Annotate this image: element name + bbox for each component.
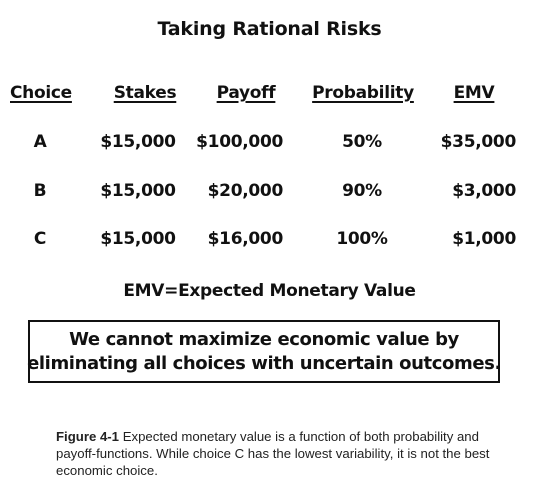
header-choice: Choice <box>10 83 72 103</box>
row-c-payoff: $16,000 <box>207 229 284 249</box>
header-stakes: Stakes <box>113 83 177 103</box>
row-a-payoff: $100,000 <box>196 132 283 152</box>
row-a-stakes: $15,000 <box>100 132 176 152</box>
row-c-choice: C <box>33 229 47 249</box>
row-b-choice: B <box>33 181 47 201</box>
callout-line-2: eliminating all choices with uncertain o… <box>27 352 501 374</box>
row-c-stakes: $15,000 <box>100 229 176 249</box>
page-title: Taking Rational Risks <box>157 18 382 40</box>
row-b-payoff: $20,000 <box>207 181 284 201</box>
row-a-emv: $35,000 <box>440 132 517 152</box>
figure-caption-text: Expected monetary value is a function of… <box>56 429 490 478</box>
row-c-emv: $1,000 <box>452 229 516 249</box>
callout-line-1: We cannot maximize economic value by <box>69 328 459 350</box>
header-probability: Probability <box>312 83 414 103</box>
row-c-probability: 100% <box>336 229 388 249</box>
callout-box: We cannot maximize economic value by eli… <box>27 320 501 383</box>
row-b-emv: $3,000 <box>452 181 516 201</box>
row-b-probability: 90% <box>342 181 382 201</box>
header-emv: EMV <box>453 83 495 103</box>
figure-caption: Figure 4-1 Expected monetary value is a … <box>56 428 496 479</box>
header-payoff: Payoff <box>216 83 276 103</box>
row-b-stakes: $15,000 <box>100 181 176 201</box>
row-a-choice: A <box>33 132 47 152</box>
row-a-probability: 50% <box>342 132 382 152</box>
emv-definition: EMV=Expected Monetary Value <box>123 281 416 301</box>
figure-label: Figure 4-1 <box>56 429 120 444</box>
